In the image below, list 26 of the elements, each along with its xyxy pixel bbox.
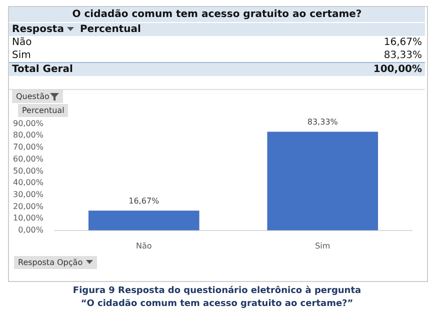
y-tick-label: 40,00% xyxy=(12,178,44,188)
category-label: Sim xyxy=(12,50,31,61)
text: 100,00% xyxy=(373,63,422,76)
y-tick-label: 20,00% xyxy=(12,202,44,211)
y-tick-label: 80,00% xyxy=(12,130,44,140)
text: Total Geral xyxy=(12,63,73,76)
text: Percentual xyxy=(80,23,141,36)
y-tick-label: 90,00% xyxy=(12,118,44,128)
y-tick-label: 10,00% xyxy=(12,214,44,223)
text: 83,33% xyxy=(384,50,422,61)
data-label: 16,67% xyxy=(128,196,160,206)
y-tick-label: 70,00% xyxy=(12,142,44,152)
y-tick-label: 30,00% xyxy=(12,190,44,199)
y-tick-label: 50,00% xyxy=(12,166,44,176)
text: Resposta xyxy=(12,23,64,36)
text: Percentual xyxy=(18,104,68,117)
text: Resposta Opção xyxy=(18,257,83,268)
text: 16,67% xyxy=(384,37,422,48)
chart-title: O cidadão comum tem acesso gratuito ao certame? xyxy=(9,7,425,22)
text: “O cidadão comum tem acesso gratuito ao certame?” xyxy=(80,298,354,311)
category-label: Não xyxy=(12,37,32,48)
y-tick-label: 60,00% xyxy=(12,154,44,164)
data-label: 83,33% xyxy=(307,118,338,127)
y-tick-label: 0,00% xyxy=(18,225,44,234)
text: Figura 9 Resposta do questionário eletrônico à pergunta xyxy=(72,285,362,298)
text: Questão xyxy=(16,91,50,102)
